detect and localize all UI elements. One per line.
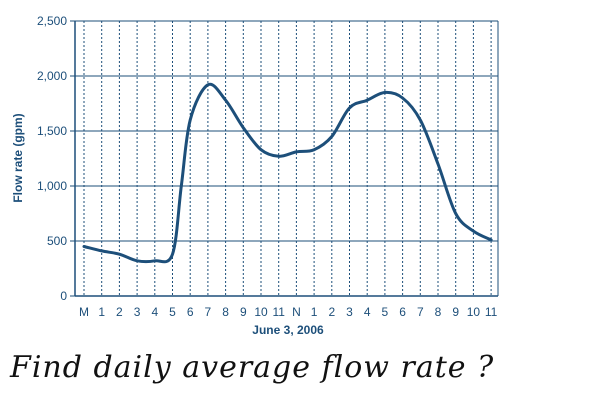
x-tick-label: 10 bbox=[254, 305, 268, 319]
x-tick-label: 6 bbox=[187, 305, 194, 319]
x-tick-label: 7 bbox=[417, 305, 424, 319]
y-tick-label: 2,000 bbox=[37, 69, 67, 83]
x-tick-label: 8 bbox=[222, 305, 229, 319]
y-tick-label: 0 bbox=[60, 289, 67, 303]
y-tick-label: 1,000 bbox=[37, 179, 67, 193]
x-tick-label: 9 bbox=[240, 305, 247, 319]
x-tick-label: 1 bbox=[311, 305, 318, 319]
x-tick-label: 1 bbox=[98, 305, 105, 319]
x-tick-label: 9 bbox=[452, 305, 459, 319]
y-tick-label: 500 bbox=[47, 234, 67, 248]
x-tick-label: 6 bbox=[399, 305, 406, 319]
series-line bbox=[82, 82, 493, 264]
x-tick-label: 5 bbox=[169, 305, 176, 319]
x-tick-label: 3 bbox=[134, 305, 141, 319]
x-tick-label: 4 bbox=[151, 305, 158, 319]
y-tick-label: 2,500 bbox=[37, 14, 67, 28]
x-tick-label: 2 bbox=[116, 305, 123, 319]
grid bbox=[75, 20, 498, 296]
x-tick-label: 2 bbox=[328, 305, 335, 319]
x-tick-label: N bbox=[292, 305, 301, 319]
x-tick-label: 11 bbox=[485, 305, 498, 319]
axes bbox=[70, 20, 499, 297]
x-tick-label: 5 bbox=[382, 305, 389, 319]
x-axis-title: June 3, 2006 bbox=[252, 323, 324, 337]
x-tick-label: M bbox=[79, 305, 89, 319]
x-tick-labels: M 1 2 3 4 5 6 7 8 9 10 11 N 1 2 3 4 5 6 7 8 9 10 11 bbox=[79, 305, 498, 319]
handwritten-question: Find daily average flow rate ? bbox=[10, 350, 495, 385]
x-tick-label: 8 bbox=[435, 305, 442, 319]
x-tick-label: 4 bbox=[364, 305, 371, 319]
y-tick-labels: 0 500 1,000 1,500 2,000 2,500 bbox=[37, 14, 67, 303]
y-axis-title: Flow rate (gpm) bbox=[11, 113, 25, 202]
x-tick-label: 11 bbox=[272, 305, 285, 319]
x-tick-label: 10 bbox=[467, 305, 481, 319]
y-tick-label: 1,500 bbox=[37, 124, 67, 138]
x-tick-label: 7 bbox=[205, 305, 212, 319]
x-tick-label: 3 bbox=[346, 305, 353, 319]
